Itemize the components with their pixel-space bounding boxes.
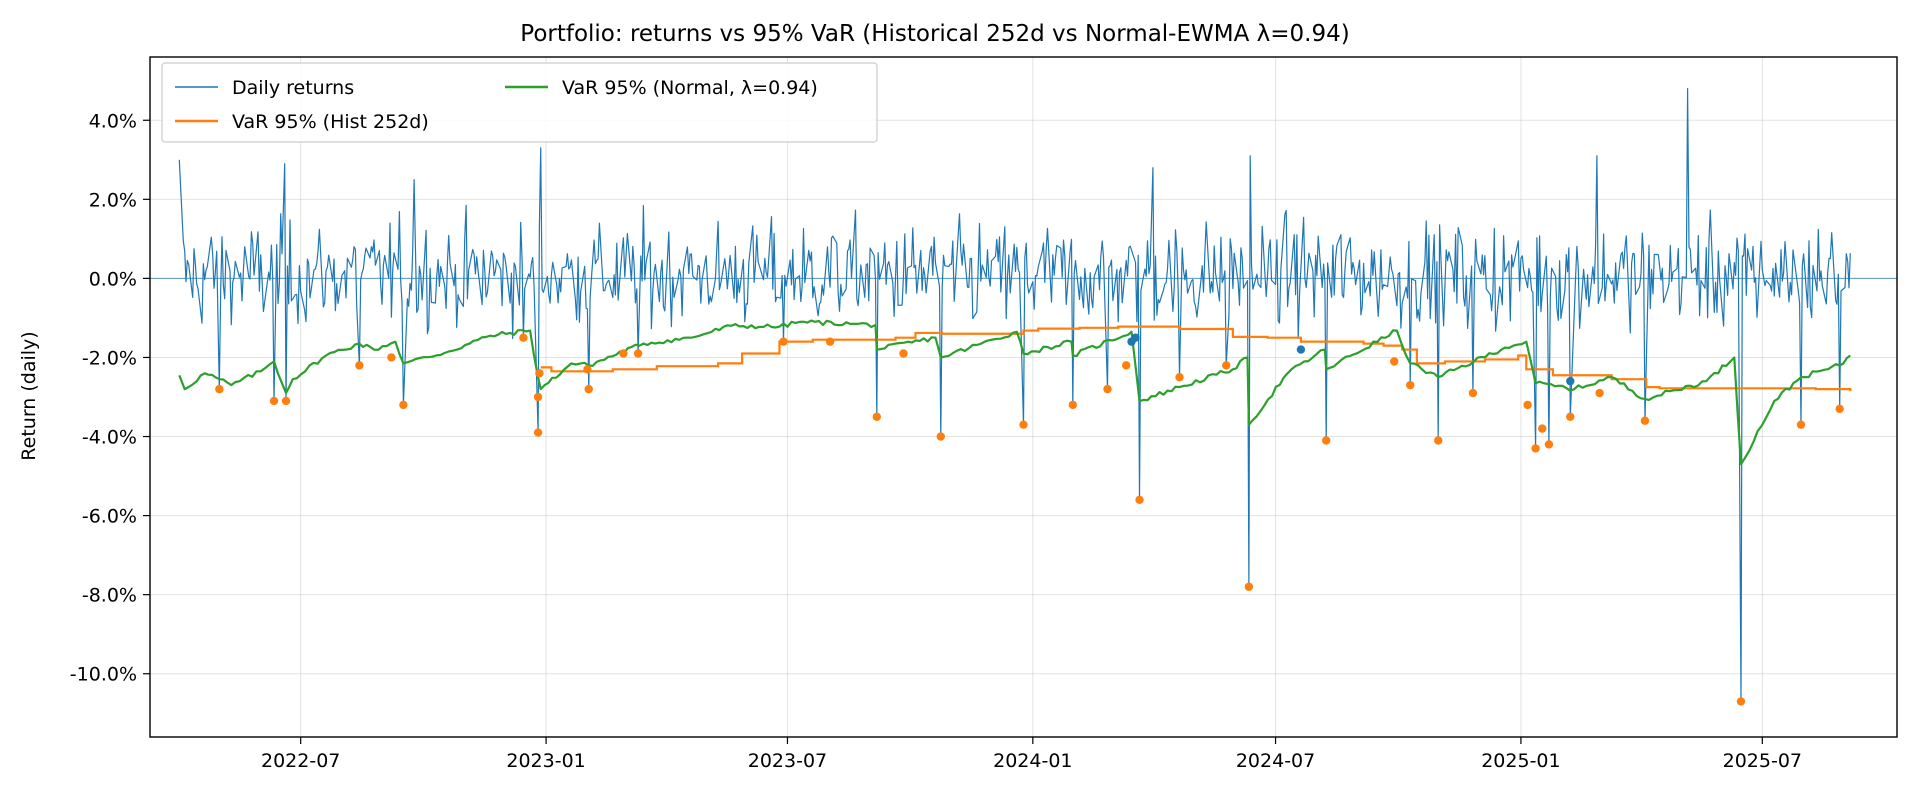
exceedance-point-hist (872, 412, 882, 421)
exceedance-point-hist (633, 349, 643, 358)
exceedance-point-hist (399, 400, 408, 410)
exceedance-point-hist (1796, 420, 1806, 429)
exceedance-point-hist (533, 428, 543, 437)
exceedance-point-normal (1566, 376, 1575, 386)
series-hist-var (540, 325, 1852, 392)
y-tick-label: -2.0% (82, 347, 137, 369)
exceedance-point-hist (1068, 400, 1078, 410)
legend-label-normal-var: VaR 95% (Normal, λ=0.94) (562, 77, 818, 99)
exceedance-point-hist (519, 333, 528, 342)
y-tick-label: -10.0% (70, 664, 137, 686)
exceedance-point-hist (1135, 495, 1144, 504)
y-tick-label: -4.0% (82, 427, 137, 449)
exceedance-point-hist (1406, 380, 1415, 390)
exceedance-point-hist (825, 337, 835, 346)
exceedance-point-hist (1544, 440, 1554, 449)
y-tick-label: -6.0% (82, 506, 137, 528)
legend: Daily returns VaR 95% (Hist 252d) VaR 95… (161, 62, 878, 143)
exceedance-point-hist (583, 365, 592, 374)
exceedance-point-hist (584, 384, 593, 394)
exceedance-point-hist (535, 369, 544, 378)
exceedance-point-hist (1468, 388, 1478, 398)
y-axis-label: Return (daily) (18, 331, 40, 460)
exceedance-point-normal (1296, 345, 1306, 354)
y-tick-label: 2.0% (89, 189, 137, 211)
exceedance-point-hist (1222, 361, 1231, 370)
x-tick-label: 2024-01 (993, 750, 1072, 772)
exceedance-point-hist (269, 396, 279, 406)
x-tick-label: 2024-07 (1236, 750, 1315, 772)
exceedance-point-hist (1244, 582, 1254, 591)
legend-box (161, 62, 878, 143)
legend-label-hist-var: VaR 95% (Hist 252d) (232, 111, 429, 133)
exceedance-point-hist (533, 392, 543, 402)
exceedance-point-hist (1835, 404, 1844, 414)
exceedance-point-hist (936, 432, 946, 441)
exceedance-point-hist (1640, 416, 1650, 425)
x-tick-label: 2025-07 (1723, 750, 1802, 772)
exceedance-point-hist (1103, 384, 1112, 394)
exceedance-point-hist (1121, 361, 1131, 370)
exceedance-point-hist (215, 384, 224, 394)
exceedance-point-hist (1538, 424, 1547, 433)
plot-frame (149, 56, 1898, 738)
x-tick-label: 2023-01 (506, 750, 585, 772)
series-normal-var (178, 319, 1851, 466)
y-tick-label: 4.0% (89, 110, 137, 132)
exceedance-point-hist (899, 349, 908, 358)
exceedance-layer (215, 333, 1844, 706)
chart-title: Portfolio: returns vs 95% VaR (Historica… (520, 21, 1349, 47)
exceedance-point-hist (1523, 400, 1532, 410)
exceedance-point-hist (1566, 412, 1575, 421)
exceedance-point-hist (1175, 373, 1184, 382)
exceedance-point-normal (1131, 333, 1140, 342)
exceedance-point-hist (1434, 436, 1443, 445)
exceedance-point-hist (1736, 697, 1746, 706)
exceedance-point-hist (355, 361, 364, 370)
x-tick-label: 2025-01 (1481, 750, 1560, 772)
exceedance-point-hist (1390, 357, 1399, 366)
exceedance-point-hist (1322, 436, 1331, 445)
x-tick-label: 2023-07 (748, 750, 827, 772)
axis-layer: 4.0% 2.0% 0.0% -2.0% -4.0% -6.0% -8.0% -10.0% 20… (70, 56, 1898, 772)
exceedance-point-hist (1531, 444, 1540, 453)
exceedance-point-hist (387, 353, 396, 362)
exceedance-point-hist (1595, 388, 1604, 398)
y-tick-label: 0.0% (89, 268, 137, 290)
exceedance-point-hist (281, 396, 291, 406)
x-tick-label: 2022-07 (261, 750, 340, 772)
exceedance-point-hist (1019, 420, 1028, 429)
y-tick-label: -8.0% (82, 585, 137, 607)
legend-label-returns: Daily returns (232, 77, 354, 99)
exceedance-point-hist (779, 337, 788, 346)
exceedance-point-hist (619, 349, 628, 358)
